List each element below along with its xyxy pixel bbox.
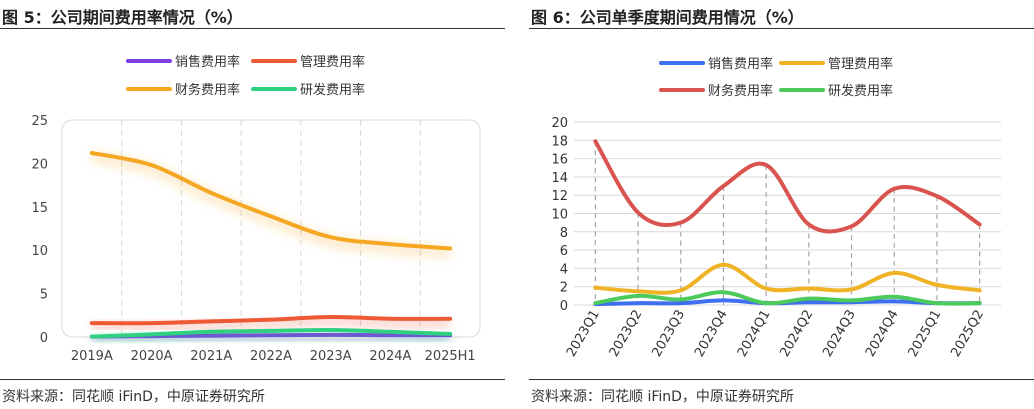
title-rule (529, 28, 1034, 29)
y-tick-label: 2 (560, 281, 568, 296)
legend-label: 销售费用率 (708, 56, 773, 72)
x-tick-label: 2023Q4 (692, 308, 731, 360)
legend-label: 销售费用率 (175, 54, 240, 70)
figure-title: 图 6：公司单季度期间费用情况（%） (531, 8, 804, 27)
legend-item: 管理费用率 (251, 54, 365, 70)
figure-5-panel: 图 5：公司期间费用率情况（%） 0 5 10 15 20 25 2019A 2020A 202… (0, 0, 505, 409)
figure-title: 图 5：公司期间费用率情况（%） (2, 8, 243, 27)
y-tick-label: 6 (560, 244, 568, 259)
series-line (593, 262, 982, 295)
source-note: 资料来源：同花顺 iFinD，中原证券研究所 (2, 389, 265, 405)
legend-label: 管理费用率 (828, 56, 893, 72)
x-tick-label: 2019A (71, 349, 113, 364)
y-tick-label: 18 (551, 134, 568, 149)
series-shadow (90, 152, 451, 257)
x-tick-label: 2023Q3 (649, 308, 688, 360)
x-tick-label: 2024Q4 (863, 308, 902, 360)
title-rule (0, 28, 505, 29)
y-tick-label: 0 (560, 299, 568, 314)
legend-label: 财务费用率 (708, 83, 773, 99)
plot-frame (61, 119, 481, 338)
y-tick-label: 10 (31, 244, 48, 259)
x-tick-label: 2025Q1 (906, 308, 945, 360)
legend-label: 财务费用率 (175, 82, 240, 98)
legend-label: 研发费用率 (828, 83, 893, 99)
x-tick-label: 2021A (190, 349, 232, 364)
x-tick-label: 2024A (369, 349, 411, 364)
x-tick-label: 2023Q2 (607, 308, 646, 360)
series-group (593, 262, 982, 295)
legend-item: 研发费用率 (251, 82, 365, 98)
y-tick-label: 15 (31, 201, 48, 216)
legend-item: 财务费用率 (659, 83, 773, 99)
x-tick-label: 2023Q1 (564, 308, 603, 360)
legend-label: 研发费用率 (300, 82, 365, 98)
x-tick-label: 2024Q2 (778, 308, 817, 360)
legend-item: 管理费用率 (779, 56, 893, 72)
series-group (593, 139, 982, 234)
expense-ratio-chart: 0 5 10 15 20 25 2019A 2020A 2021A 2022A 2023A 2024A… (31, 54, 481, 364)
source-rule (0, 379, 505, 380)
y-tick-label: 12 (551, 189, 568, 204)
x-tick-label: 2022A (250, 349, 292, 364)
legend-item: 财务费用率 (126, 82, 240, 98)
y-tick-label: 16 (551, 153, 568, 168)
legend-label: 管理费用率 (300, 54, 365, 70)
series-group (593, 290, 982, 306)
y-tick-label: 10 (551, 208, 568, 223)
series-shadow (91, 329, 451, 346)
x-tick-label: 2020A (131, 349, 173, 364)
x-tick-label: 2024Q1 (735, 308, 774, 360)
series-line (89, 150, 453, 251)
source-rule (529, 379, 1034, 380)
y-tick-label: 20 (31, 157, 48, 172)
legend-item: 销售费用率 (126, 54, 240, 70)
x-tick-label: 2025Q2 (948, 308, 987, 360)
y-tick-label: 5 (40, 288, 48, 303)
y-tick-label: 25 (31, 114, 48, 129)
quarterly-expense-chart: 0 2 4 6 8 10 12 14 16 18 20 2023Q1 2023Q2 2023Q3 2023Q… (551, 56, 1001, 360)
legend-item: 销售费用率 (659, 56, 773, 72)
y-tick-label: 14 (551, 171, 568, 186)
x-tick-label: 2025H1 (425, 349, 476, 364)
series-line (593, 139, 982, 234)
y-tick-label: 4 (560, 262, 568, 277)
series-group (89, 328, 453, 346)
source-note: 资料来源：同花顺 iFinD，中原证券研究所 (531, 389, 794, 405)
series-group (89, 150, 453, 257)
x-tick-label: 2023A (310, 349, 352, 364)
series-group (89, 315, 453, 332)
series-shadow (91, 316, 451, 332)
x-tick-label: 2024Q3 (820, 308, 859, 360)
y-tick-label: 20 (551, 116, 568, 131)
y-tick-label: 8 (560, 226, 568, 241)
figure-6-panel: 图 6：公司单季度期间费用情况（%） 0 2 4 6 8 10 12 14 16 18 20 2023… (529, 0, 1034, 409)
y-tick-label: 0 (40, 331, 48, 346)
legend-item: 研发费用率 (779, 83, 893, 99)
series-line (593, 290, 982, 306)
